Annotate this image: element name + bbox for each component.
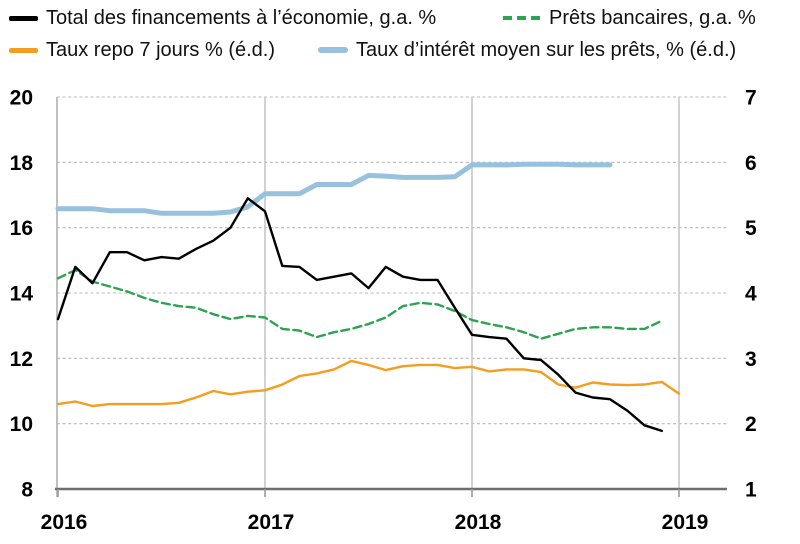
series-line-1: [56, 268, 663, 340]
chart-legend: Total des financements à l’économie, g.a…: [0, 2, 800, 66]
x-axis: [55, 487, 727, 497]
y-right-label-5: 5: [745, 217, 757, 240]
y-right-label-4: 4: [745, 283, 757, 306]
y-right-label-6: 6: [745, 152, 757, 175]
y-left-label-14: 14: [10, 283, 34, 306]
x-label-2018: 2018: [455, 511, 502, 534]
taux-repo-line-swatch: [9, 47, 38, 53]
y-right-label-7: 7: [745, 87, 757, 110]
legend-item-total-financements: Total des financements à l’économie, g.a…: [9, 7, 503, 29]
legend-item-taux-repo: Taux repo 7 jours % (é.d.): [9, 39, 318, 61]
legend-label-taux-moyen-prets: Taux d’intérêt moyen sur les prêts, % (é…: [356, 39, 737, 61]
x-label-2019: 2019: [662, 511, 709, 534]
y-left-label-20: 20: [10, 87, 33, 110]
y-left-label-16: 16: [10, 217, 33, 240]
legend-row-2: Taux repo 7 jours % (é.d.) Taux d’intérê…: [0, 34, 800, 66]
legend-row-1: Total des financements à l’économie, g.a…: [0, 2, 800, 34]
y-left-label-18: 18: [10, 152, 34, 175]
taux-moyen-prets-line-swatch: [318, 47, 348, 53]
series-line-0: [56, 197, 663, 433]
legend-item-taux-moyen-prets: Taux d’intérêt moyen sur les prêts, % (é…: [318, 39, 736, 61]
y-left-label-12: 12: [10, 348, 33, 371]
y-right-label-2: 2: [745, 413, 757, 436]
x-label-2016: 2016: [41, 511, 88, 534]
legend-label-prets-bancaires: Prêts bancaires, g.a. %: [549, 7, 756, 29]
gridlines: [56, 96, 727, 497]
legend-label-total-financements: Total des financements à l’économie, g.a…: [46, 7, 437, 29]
y-left-label-8: 8: [21, 479, 33, 502]
series-line-3: [55, 161, 613, 216]
y-right-label-3: 3: [745, 348, 757, 371]
x-label-2017: 2017: [248, 511, 295, 534]
y-right-label-1: 1: [745, 479, 757, 502]
legend-item-prets-bancaires: Prêts bancaires, g.a. %: [503, 7, 756, 29]
y-left-label-10: 10: [10, 413, 33, 436]
total-financements-line-swatch: [9, 15, 38, 21]
legend-label-taux-repo: Taux repo 7 jours % (é.d.): [46, 39, 275, 61]
series-line-2: [56, 359, 681, 408]
prets-bancaires-line-swatch: [503, 16, 541, 20]
